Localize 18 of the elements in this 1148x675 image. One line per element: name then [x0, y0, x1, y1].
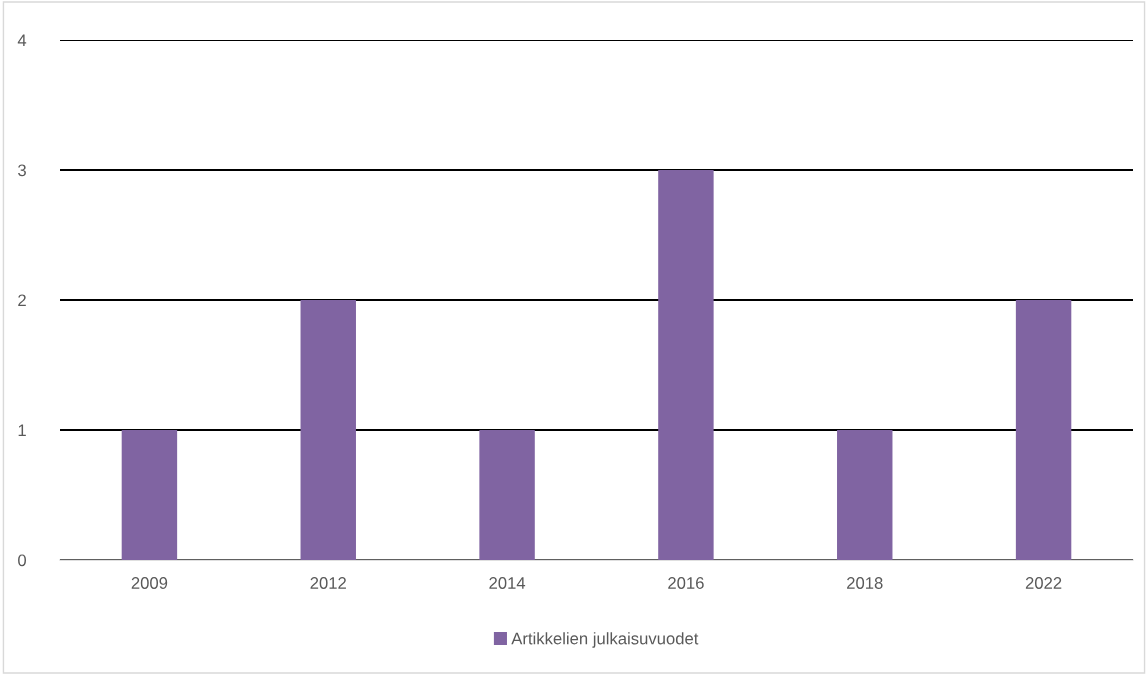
legend-label: Artikkelien julkaisuvuodet [511, 632, 699, 648]
bar [121, 430, 178, 560]
y-tick-label: 4 [17, 34, 27, 47]
bar [658, 170, 714, 560]
x-tick-label: 2016 [668, 577, 704, 589]
y-tick-label: 0 [18, 554, 27, 567]
y-tick-label: 3 [18, 164, 26, 177]
x-tick-label: 2018 [847, 577, 883, 589]
y-tick-label: 2 [18, 294, 26, 307]
bar [837, 430, 893, 560]
x-tick-label: 2012 [310, 577, 346, 589]
x-tick-label: 2009 [131, 577, 168, 589]
bar [479, 430, 535, 560]
x-tick-label: 2014 [489, 577, 526, 589]
bar [1015, 300, 1072, 560]
bar [300, 300, 356, 560]
y-tick-label: 1 [18, 424, 26, 437]
x-tick-label: 2022 [1025, 577, 1062, 589]
